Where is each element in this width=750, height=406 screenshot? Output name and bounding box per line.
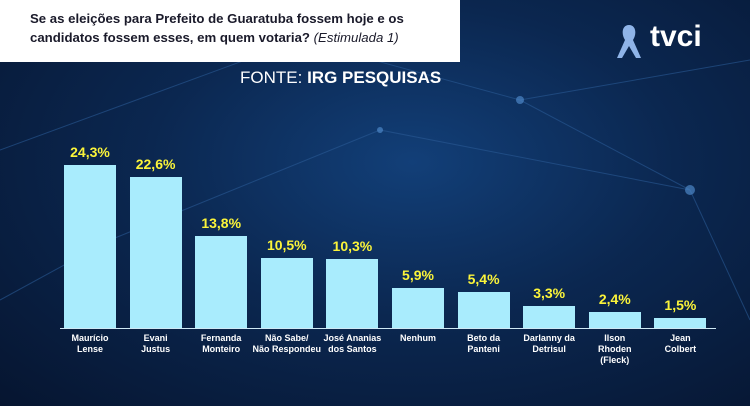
category-label: Jean Colbert — [664, 333, 697, 354]
bar — [523, 305, 576, 328]
category-label: Fernanda Monteiro — [200, 333, 242, 354]
bar — [588, 311, 641, 328]
category-label: Não Sabe/ Não Respondeu — [252, 333, 322, 354]
value-label: 5,9% — [402, 267, 434, 284]
value-label: 1,5% — [664, 296, 697, 313]
category-label: Ilson Rhoden (Fleck) — [598, 333, 632, 365]
value-label: 5,4% — [467, 270, 500, 287]
bar — [260, 257, 313, 328]
bar — [457, 291, 510, 328]
bar — [195, 235, 248, 328]
value-label: 10,3% — [332, 237, 373, 254]
bar — [392, 288, 444, 328]
value-label: 13,8% — [201, 214, 242, 231]
category-label: Darlanny da Detrisul — [523, 333, 575, 354]
bar — [64, 165, 116, 328]
bar — [129, 176, 182, 328]
baseline — [60, 328, 716, 329]
chart-title: Se as eleições para Prefeito de Guaratub… — [30, 11, 404, 45]
value-label: 2,4% — [598, 290, 631, 307]
value-label: 22,6% — [135, 155, 176, 172]
value-label: 24,3% — [70, 144, 110, 161]
value-label: 3,3% — [533, 284, 566, 301]
source-label: FONTE: — [240, 68, 303, 87]
source-name: IRG PESQUISAS — [307, 68, 442, 87]
category-label: Nenhum — [400, 333, 436, 343]
category-label: Beto da Panteni — [467, 333, 501, 354]
bar — [326, 258, 379, 328]
category-label: José Ananias dos Santos — [323, 333, 382, 354]
source: FONTE: IRG PESQUISAS — [240, 68, 441, 88]
ribbon-icon — [617, 25, 641, 58]
category-label: Evani Justus — [141, 333, 171, 354]
title-box: Se as eleições para Prefeito de Guaratub… — [0, 0, 460, 62]
category-label: Maurício Lense — [71, 333, 109, 354]
bar — [654, 317, 707, 328]
logo: tvci — [650, 20, 702, 53]
value-label: 10,5% — [266, 236, 307, 253]
subtitle: (Estimulada 1) — [313, 30, 399, 45]
